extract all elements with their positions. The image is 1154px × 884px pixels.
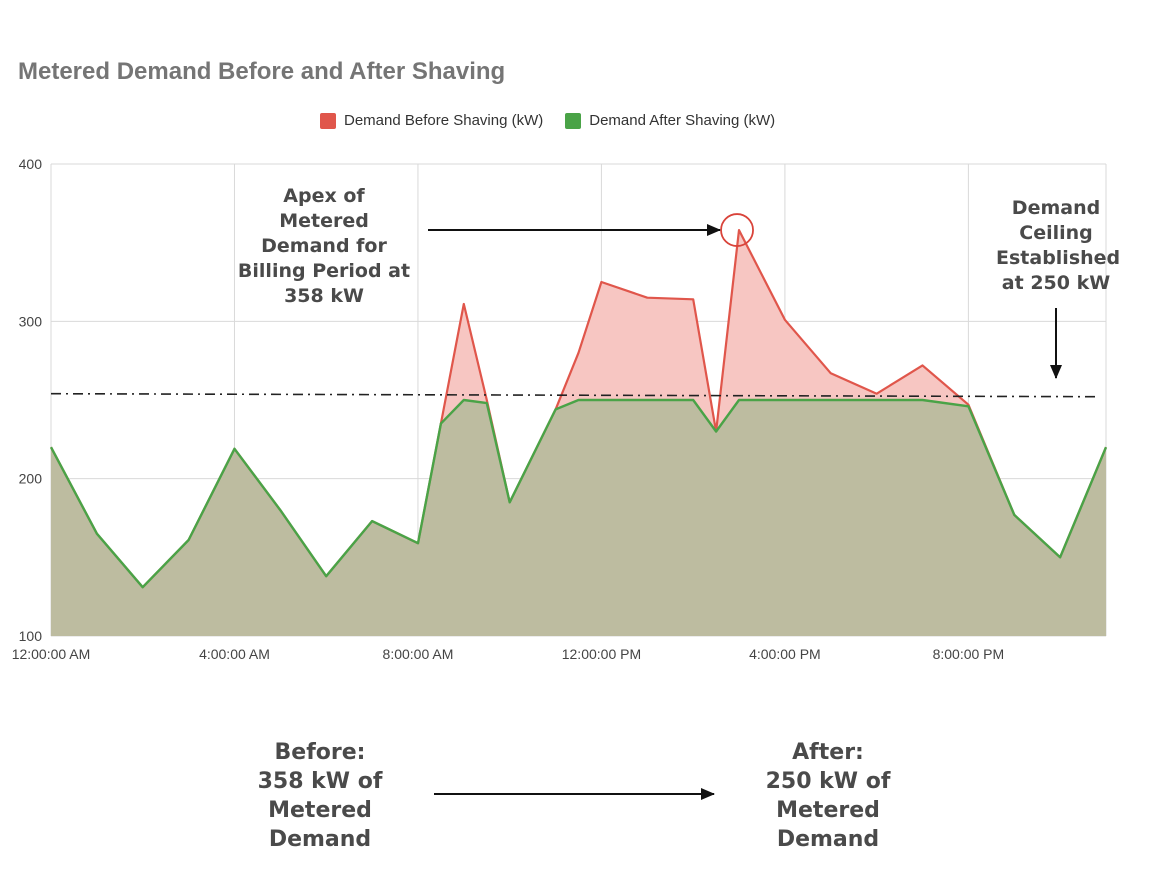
after-series-line xyxy=(49,398,1108,589)
peak-circle xyxy=(720,213,754,247)
after-area xyxy=(51,400,1106,636)
legend-swatch-before xyxy=(320,112,336,129)
y-tick-label: 100 xyxy=(19,628,43,644)
legend-item-before[interactable]: Demand Before Shaving (kW) xyxy=(320,112,543,129)
before-annotation: Before: 358 kW of Metered Demand xyxy=(240,738,400,854)
ceiling-line: Established xyxy=(996,247,1121,269)
x-tick-label: 8:00:00 PM xyxy=(933,646,1005,662)
after-annotation: After: 250 kW of Metered Demand xyxy=(748,738,908,854)
apex-line: Demand for xyxy=(261,235,387,257)
after-line: Metered xyxy=(776,798,880,823)
ceiling-line: at 250 kW xyxy=(1001,272,1111,294)
legend-label-before: Demand Before Shaving (kW) xyxy=(344,112,544,129)
after-line: After: xyxy=(792,740,864,765)
apex-line: Billing Period at xyxy=(237,260,411,282)
y-tick-label: 300 xyxy=(19,313,43,329)
before-line: Demand xyxy=(268,827,372,852)
legend: Demand Before Shaving (kW) Demand After … xyxy=(320,112,775,129)
x-tick-label: 4:00:00 AM xyxy=(199,646,270,662)
before-line: 358 kW of xyxy=(257,769,383,794)
apex-line: Apex of Metered xyxy=(279,185,369,232)
x-tick-label: 8:00:00 AM xyxy=(383,646,454,662)
legend-swatch-after xyxy=(565,112,582,129)
after-line: 250 kW of xyxy=(765,769,891,794)
after-line: Demand xyxy=(776,827,880,852)
apex-line: 358 kW xyxy=(284,285,364,307)
apex-annotation: Apex of Metered Demand for Billing Perio… xyxy=(236,184,412,309)
x-tick-label: 12:00:00 PM xyxy=(562,646,641,662)
x-tick-label: 4:00:00 PM xyxy=(749,646,821,662)
legend-label-after: Demand After Shaving (kW) xyxy=(589,112,776,129)
ceiling-line: Demand xyxy=(1011,197,1101,219)
y-tick-label: 400 xyxy=(19,156,43,172)
ceiling-line: Ceiling xyxy=(1019,222,1093,244)
ceiling-annotation: Demand Ceiling Established at 250 kW xyxy=(996,196,1121,296)
chart-title: Metered Demand Before and After Shaving xyxy=(18,58,506,85)
before-line: Metered xyxy=(268,798,372,823)
before-line: Before: xyxy=(274,740,366,765)
y-tick-label: 200 xyxy=(19,471,43,487)
x-tick-label: 12:00:00 AM xyxy=(12,646,91,662)
legend-item-after[interactable]: Demand After Shaving (kW) xyxy=(565,112,775,129)
